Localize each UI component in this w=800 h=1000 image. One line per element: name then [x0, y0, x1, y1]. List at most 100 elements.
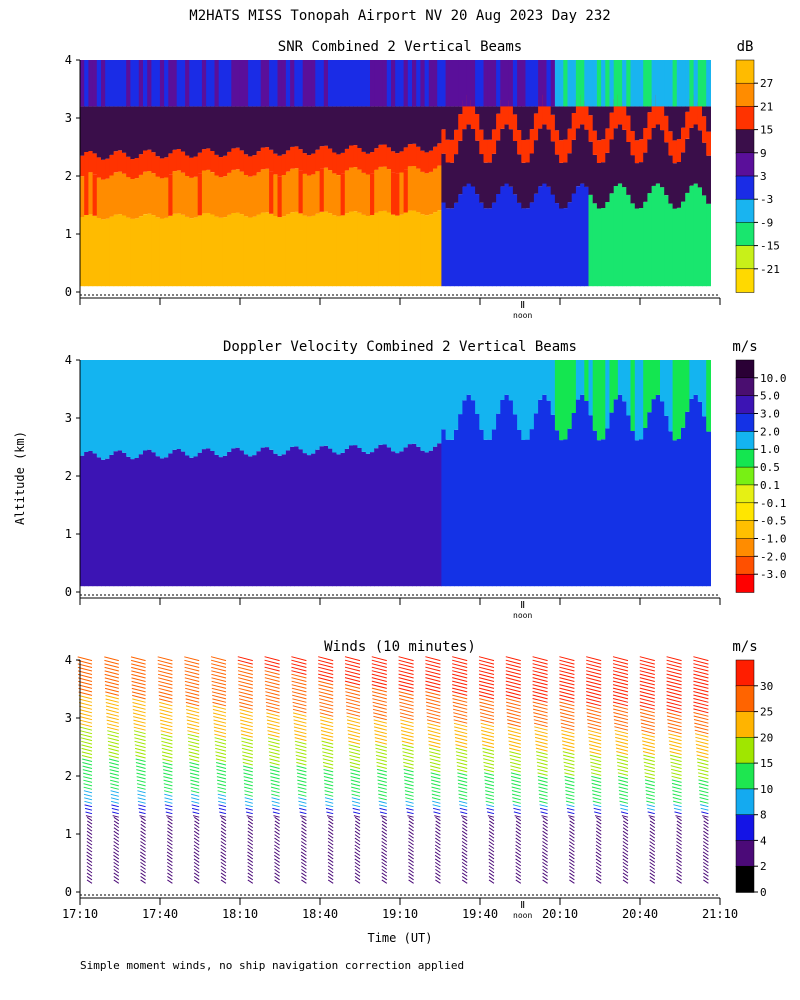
heatmap-cell	[466, 94, 472, 125]
wind-barb	[536, 761, 548, 766]
wind-barb	[162, 765, 173, 769]
wind-barb	[318, 680, 334, 686]
heatmap-cell	[151, 215, 157, 287]
wind-barb	[507, 722, 521, 728]
wind-barb	[559, 656, 575, 662]
wind-barb	[647, 811, 655, 815]
heatmap-cell	[395, 215, 400, 287]
heatmap-cell	[176, 449, 182, 587]
wind-barb	[699, 800, 709, 804]
wind-barb	[291, 680, 307, 686]
wind-barb	[639, 663, 655, 668]
wind-barb	[190, 790, 200, 794]
wind-barb	[184, 666, 200, 672]
wind-barb	[292, 698, 307, 703]
wind-barb	[639, 694, 655, 700]
wind-barb	[164, 804, 173, 808]
heatmap-cell	[475, 194, 480, 287]
heatmap-cell	[424, 106, 430, 153]
wind-barb	[569, 872, 575, 877]
heatmap-cell	[382, 444, 388, 587]
wind-barb	[643, 761, 655, 766]
heatmap-cell	[596, 360, 602, 441]
wind-barb	[264, 673, 280, 679]
wind-barb	[613, 715, 629, 721]
wind-barb	[113, 847, 120, 853]
heatmap-cell	[248, 360, 253, 457]
wind-barb	[403, 761, 414, 766]
wind-barb	[132, 709, 146, 714]
heatmap-cell	[374, 360, 379, 449]
heatmap-cell	[357, 212, 363, 287]
wind-barb	[676, 823, 682, 829]
heatmap-cell	[109, 175, 115, 217]
wind-barb	[344, 677, 361, 682]
heatmap-cell	[197, 60, 203, 107]
heatmap-cell	[706, 155, 711, 204]
wind-barb	[559, 708, 575, 714]
wind-barb	[542, 861, 548, 867]
wind-barb	[398, 680, 414, 686]
wind-barb	[676, 837, 682, 842]
wind-barb	[408, 879, 414, 884]
wind-barb	[425, 701, 441, 707]
wind-barb	[353, 811, 361, 815]
heatmap-cell	[685, 192, 690, 287]
wind-barb	[273, 815, 280, 818]
wind-barb	[461, 834, 468, 839]
heatmap-cell	[298, 360, 304, 450]
wind-barb	[211, 673, 227, 679]
wind-barb	[454, 726, 468, 731]
heatmap-cell	[575, 60, 581, 107]
wind-barb	[403, 776, 414, 780]
wind-barb	[666, 698, 682, 703]
wind-barb	[561, 729, 575, 735]
heatmap-cell	[264, 60, 270, 107]
wind-barb	[328, 820, 334, 825]
wind-barb	[113, 868, 120, 874]
wind-barb	[113, 854, 120, 860]
heatmap-cell	[101, 219, 106, 287]
heatmap-cell	[193, 456, 199, 587]
heatmap-cell	[319, 211, 325, 287]
heatmap-cell	[88, 451, 94, 587]
wind-barb	[161, 747, 173, 752]
wind-barb	[639, 659, 655, 665]
heatmap-cell	[496, 113, 501, 141]
wind-barb	[212, 701, 227, 707]
heatmap-cell	[273, 215, 279, 287]
wind-barb	[344, 673, 361, 679]
y-tick-label: 0	[65, 885, 72, 899]
heatmap-cell	[260, 60, 266, 107]
wind-barb	[193, 847, 200, 853]
heatmap-cell	[664, 195, 669, 287]
wind-barb	[136, 772, 146, 776]
wind-barb	[80, 733, 93, 738]
heatmap-cell	[706, 131, 711, 156]
heatmap-cell	[575, 399, 581, 587]
heatmap-cell	[601, 106, 606, 140]
wind-barb	[622, 851, 629, 856]
heatmap-cell	[336, 154, 342, 175]
heatmap-cell	[101, 179, 106, 220]
heatmap-cell	[122, 60, 127, 107]
wind-barb	[512, 804, 521, 808]
wind-barb	[319, 715, 334, 721]
colorbar-label: -0.5	[760, 515, 787, 528]
wind-barb	[506, 708, 521, 714]
heatmap-cell	[407, 60, 413, 107]
wind-barb	[425, 694, 441, 700]
heatmap-cell	[126, 456, 131, 587]
wind-barb	[140, 837, 146, 842]
wind-barb	[459, 804, 468, 808]
wind-barb	[86, 854, 93, 860]
wind-barb	[318, 684, 334, 689]
wind-barb	[595, 875, 602, 881]
wind-barb	[216, 779, 227, 783]
heatmap-cell	[306, 106, 312, 156]
wind-barb	[676, 879, 682, 884]
heatmap-cell	[273, 106, 279, 154]
wind-barb	[140, 865, 146, 870]
heatmap-cell	[122, 360, 127, 453]
wind-barb	[269, 761, 280, 766]
